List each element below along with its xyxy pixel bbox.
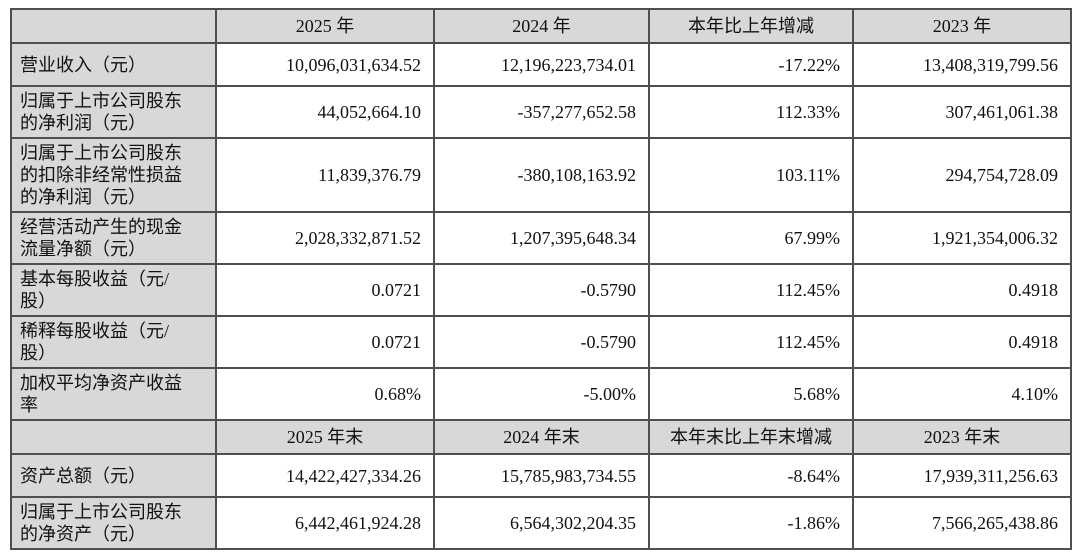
period-end-header-row: 2025 年末 2024 年末 本年末比上年末增减 2023 年末 (10, 419, 1072, 455)
value-2024: -380,108,163.92 (433, 137, 650, 213)
value-2025-end: 14,422,427,334.26 (215, 453, 435, 498)
value-2024: -357,277,652.58 (433, 85, 650, 139)
metric-label: 归属于上市公司股东 的净资产（元） (10, 496, 217, 550)
value-2025-end: 6,442,461,924.28 (215, 496, 435, 550)
metric-row-revenue: 营业收入（元） 10,096,031,634.52 12,196,223,734… (10, 42, 1072, 87)
yoy-change: 112.33% (648, 85, 854, 139)
metric-row-net-assets: 归属于上市公司股东 的净资产（元） 6,442,461,924.28 6,564… (10, 496, 1072, 550)
yoy-change: 5.68% (648, 367, 854, 421)
metric-row-operating-cash-flow: 经营活动产生的现金 流量净额（元） 2,028,332,871.52 1,207… (10, 211, 1072, 265)
metric-label: 基本每股收益（元/ 股） (10, 263, 217, 317)
value-2023: 1,921,354,006.32 (852, 211, 1072, 265)
value-2024: 12,196,223,734.01 (433, 42, 650, 87)
metric-row-basic-eps: 基本每股收益（元/ 股） 0.0721 -0.5790 112.45% 0.49… (10, 263, 1072, 317)
value-2023-end: 17,939,311,256.63 (852, 453, 1072, 498)
value-2025: 11,839,376.79 (215, 137, 435, 213)
header-2023-end-cell: 2023 年末 (852, 419, 1072, 455)
header-2025-end-cell: 2025 年末 (215, 419, 435, 455)
value-2023: 294,754,728.09 (852, 137, 1072, 213)
financial-summary-table: 2025 年 2024 年 本年比上年增减 2023 年 营业收入（元） 10,… (10, 8, 1072, 550)
header-yoy-end-change-cell: 本年末比上年末增减 (648, 419, 854, 455)
yoy-change: 112.45% (648, 315, 854, 369)
value-2024: -5.00% (433, 367, 650, 421)
metric-row-net-profit: 归属于上市公司股东 的净利润（元） 44,052,664.10 -357,277… (10, 85, 1072, 139)
metric-label: 归属于上市公司股东 的扣除非经常性损益 的净利润（元） (10, 137, 217, 213)
value-2023-end: 7,566,265,438.86 (852, 496, 1072, 550)
value-2023: 0.4918 (852, 315, 1072, 369)
yoy-change: 112.45% (648, 263, 854, 317)
value-2023: 13,408,319,799.56 (852, 42, 1072, 87)
metric-label: 营业收入（元） (10, 42, 217, 87)
metric-label: 加权平均净资产收益 率 (10, 367, 217, 421)
value-2025: 0.0721 (215, 263, 435, 317)
value-2024-end: 15,785,983,734.55 (433, 453, 650, 498)
yoy-change: 103.11% (648, 137, 854, 213)
value-2025: 10,096,031,634.52 (215, 42, 435, 87)
metric-label: 稀释每股收益（元/ 股） (10, 315, 217, 369)
metric-label: 资产总额（元） (10, 453, 217, 498)
metric-label: 归属于上市公司股东 的净利润（元） (10, 85, 217, 139)
header-2025-cell: 2025 年 (215, 8, 435, 44)
value-2024: 1,207,395,648.34 (433, 211, 650, 265)
value-2023: 4.10% (852, 367, 1072, 421)
metric-row-net-profit-excl-nonrecurring: 归属于上市公司股东 的扣除非经常性损益 的净利润（元） 11,839,376.7… (10, 137, 1072, 213)
yoy-change: 67.99% (648, 211, 854, 265)
header-2023-cell: 2023 年 (852, 8, 1072, 44)
metric-row-weighted-avg-roe: 加权平均净资产收益 率 0.68% -5.00% 5.68% 4.10% (10, 367, 1072, 421)
header-yoy-change-cell: 本年比上年增减 (648, 8, 854, 44)
value-2024-end: 6,564,302,204.35 (433, 496, 650, 550)
value-2024: -0.5790 (433, 263, 650, 317)
yoy-end-change: -1.86% (648, 496, 854, 550)
value-2025: 44,052,664.10 (215, 85, 435, 139)
yoy-end-change: -8.64% (648, 453, 854, 498)
header-blank-cell (10, 419, 217, 455)
metric-label: 经营活动产生的现金 流量净额（元） (10, 211, 217, 265)
header-2024-cell: 2024 年 (433, 8, 650, 44)
value-2023: 0.4918 (852, 263, 1072, 317)
header-2024-end-cell: 2024 年末 (433, 419, 650, 455)
metric-row-total-assets: 资产总额（元） 14,422,427,334.26 15,785,983,734… (10, 453, 1072, 498)
header-blank-cell (10, 8, 217, 44)
value-2025: 0.68% (215, 367, 435, 421)
value-2025: 0.0721 (215, 315, 435, 369)
value-2023: 307,461,061.38 (852, 85, 1072, 139)
value-2025: 2,028,332,871.52 (215, 211, 435, 265)
value-2024: -0.5790 (433, 315, 650, 369)
metric-row-diluted-eps: 稀释每股收益（元/ 股） 0.0721 -0.5790 112.45% 0.49… (10, 315, 1072, 369)
period-header-row: 2025 年 2024 年 本年比上年增减 2023 年 (10, 8, 1072, 44)
yoy-change: -17.22% (648, 42, 854, 87)
